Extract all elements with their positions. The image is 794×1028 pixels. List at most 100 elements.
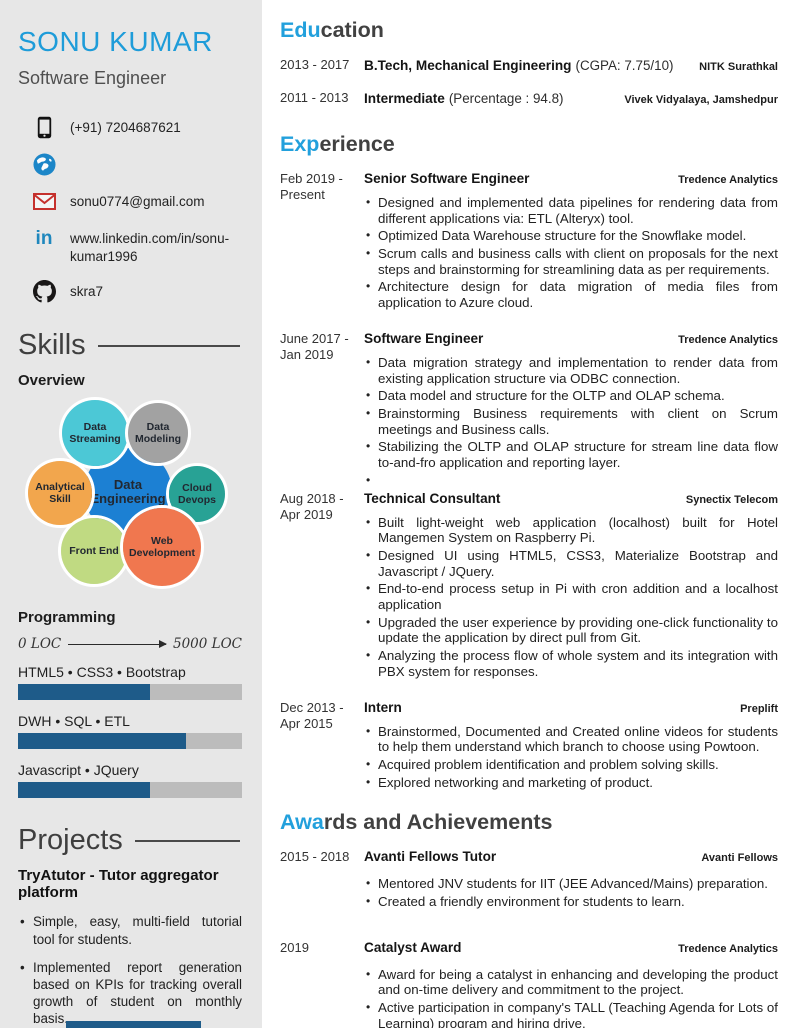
bullet-item: Implemented report generation based on K… — [18, 959, 242, 1028]
heading-accent-text: Awa — [280, 810, 324, 835]
education-heading: Education — [280, 18, 778, 43]
education-section: Education 2013 - 2017 B.Tech, Mechanical… — [280, 18, 778, 108]
venn-satellite-label: Analytical Skill — [35, 481, 85, 506]
skills-heading-text: Skills — [18, 329, 86, 362]
heading-accent-text: Exp — [280, 132, 320, 156]
awards-heading: Awards and Achievements — [280, 810, 778, 835]
entry-head: Catalyst Award Tredence Analytics — [364, 940, 778, 955]
skill-bar-track — [18, 733, 242, 750]
skills-venn-diagram: Data Engineering Data Streaming Data Mod… — [18, 395, 240, 597]
contact-list: (+91) 7204687621 sonu0774@gmail.com in w… — [18, 115, 242, 303]
scale-min-label: 0 LOC — [18, 636, 62, 653]
venn-satellite-label: Data Modeling — [134, 421, 182, 446]
venn-satellite-data-modeling: Data Modeling — [125, 400, 191, 467]
skill-bar-track — [18, 782, 242, 799]
projects-section-heading: Projects — [18, 824, 242, 857]
phone-icon — [32, 115, 56, 139]
entry-dates: June 2017 - Jan 2019 — [280, 330, 349, 363]
skill-bar-group-js: Javascript • JQuery — [18, 762, 242, 799]
entry-title: Technical Consultant — [364, 490, 501, 506]
bullet-item: Award for being a catalyst in enhancing … — [364, 967, 778, 998]
entry-title-line: Intermediate (Percentage : 94.8) — [364, 90, 563, 108]
heading-rest-text: cation — [320, 18, 384, 42]
entry-head: B.Tech, Mechanical Engineering (CGPA: 7.7… — [364, 57, 778, 75]
linkedin-url[interactable]: www.linkedin.com/in/sonu-kumar1996 — [70, 231, 230, 265]
experience-entry: June 2017 - Jan 2019 Software Engineer T… — [280, 330, 778, 487]
bullet-item: Built light-weight web application (loca… — [364, 515, 778, 546]
bullet-item: Architecture design for data migration o… — [364, 279, 778, 310]
entry-bullets: Mentored JNV students for IIT (JEE Advan… — [364, 876, 778, 909]
venn-fill — [128, 403, 188, 464]
person-name: SONU KUMAR — [18, 26, 213, 57]
entry-dates: 2011 - 2013 — [280, 90, 349, 105]
venn-satellite-web-development: Web Development — [120, 505, 204, 590]
entry-head: Avanti Fellows Tutor Avanti Fellows — [364, 849, 778, 864]
scale-max-label: 5000 LOC — [172, 636, 242, 653]
bullet-item: Scrum calls and business calls with clie… — [364, 246, 778, 277]
experience-heading: Experience — [280, 132, 778, 157]
bullet-item: Data model and structure for the OLTP an… — [364, 388, 778, 404]
bullet-item: Data migration strategy and implementati… — [364, 355, 778, 386]
contact-row-phone: (+91) 7204687621 — [18, 115, 242, 139]
bullet-item: End-to-end process setup in Pi with cron… — [364, 581, 778, 612]
heading-accent-text: Edu — [280, 18, 321, 42]
entry-org: Preplift — [740, 702, 778, 715]
entry-title: Intern — [364, 699, 402, 715]
venn-fill — [28, 461, 92, 526]
heading-rule — [97, 345, 240, 347]
education-entry: 2011 - 2013 Intermediate (Percentage : 94… — [280, 90, 778, 108]
venn-fill — [61, 518, 127, 585]
entry-dates: 2019 — [280, 939, 309, 955]
venn-satellite-label: Data Streaming — [69, 421, 121, 446]
entry-bullets: Designed and implemented data pipelines … — [364, 195, 778, 311]
programming-heading: Programming — [18, 609, 116, 627]
bullet-item: Optimized Data Warehouse structure for t… — [364, 228, 778, 244]
skill-bar-fill — [18, 782, 151, 799]
contact-row-email: sonu0774@gmail.com — [18, 189, 242, 213]
venn-fill — [123, 508, 201, 587]
bullet-item: Brainstorming Business requirements with… — [364, 406, 778, 437]
contact-row-linkedin: in www.linkedin.com/in/sonu-kumar1996 — [18, 226, 242, 266]
projects-heading-text: Projects — [18, 824, 123, 857]
entry-body: Intern Preplift Brainstormed, Documented… — [364, 700, 778, 793]
venn-fill — [62, 400, 128, 467]
venn-center-label: Data Engineering — [90, 476, 166, 507]
bullet-item: Acquired problem identification and prob… — [364, 757, 778, 773]
bullet-item: Designed UI using HTML5, CSS3, Materiali… — [364, 548, 778, 579]
github-handle[interactable]: skra7 — [70, 284, 104, 300]
entry-body: B.Tech, Mechanical Engineering (CGPA: 7.7… — [364, 57, 778, 75]
entry-org: Tredence Analytics — [678, 174, 778, 186]
skill-bar-label: DWH • SQL • ETL — [18, 713, 130, 730]
venn-satellite-front-end: Front End — [58, 515, 130, 588]
heading-rest-text: erience — [319, 132, 395, 156]
bullet-item: Designed and implemented data pipelines … — [364, 195, 778, 226]
entry-title: Senior Software Engineer — [364, 171, 530, 186]
experience-entry: Aug 2018 - Apr 2019 Technical Consultant… — [280, 491, 778, 682]
email-address[interactable]: sonu0774@gmail.com — [70, 194, 205, 209]
entry-dates: Dec 2013 - Apr 2015 — [280, 699, 344, 731]
bullet-item: Mentored JNV students for IIT (JEE Advan… — [364, 876, 778, 892]
skills-section-heading: Skills — [18, 329, 242, 362]
person-job-title: Software Engineer — [18, 68, 167, 88]
entry-body: Software Engineer Tredence Analytics Dat… — [364, 331, 778, 487]
entry-bullets: Built light-weight web application (loca… — [364, 515, 778, 680]
skill-bar-label: HTML5 • CSS3 • Bootstrap — [18, 664, 186, 681]
entry-dates: Feb 2019 - Present — [280, 171, 343, 203]
entry-body: Senior Software Engineer Tredence Analyt… — [364, 171, 778, 313]
sidebar: SONU KUMAR Software Engineer (+91) 72046… — [0, 0, 262, 1028]
entry-dates: 2013 - 2017 — [280, 57, 350, 72]
entry-bullets: Brainstormed, Documented and Created onl… — [364, 724, 778, 791]
entry-head: Technical Consultant Synectix Telecom — [364, 491, 778, 506]
education-entry: 2013 - 2017 B.Tech, Mechanical Engineeri… — [280, 57, 778, 75]
phone-number: (+91) 7204687621 — [70, 120, 181, 135]
bullet-item: Analyzing the process flow of whole syst… — [364, 648, 778, 679]
loc-scale: 0 LOC 5000 LOC — [18, 636, 242, 652]
bullet-item: Stabilizing the OLTP and OLAP structure … — [364, 439, 778, 470]
entry-head: Intermediate (Percentage : 94.8) Vivek Vi… — [364, 90, 778, 108]
award-entry: 2019 Catalyst Award Tredence Analytics A… — [280, 940, 778, 1028]
page-edge-bar — [66, 1021, 201, 1028]
entry-org: Vivek Vidyalaya, Jamshedpur — [624, 94, 778, 106]
bullet-item: Brainstormed, Documented and Created onl… — [364, 724, 778, 755]
bullet-item: Created a friendly environment for stude… — [364, 894, 778, 910]
